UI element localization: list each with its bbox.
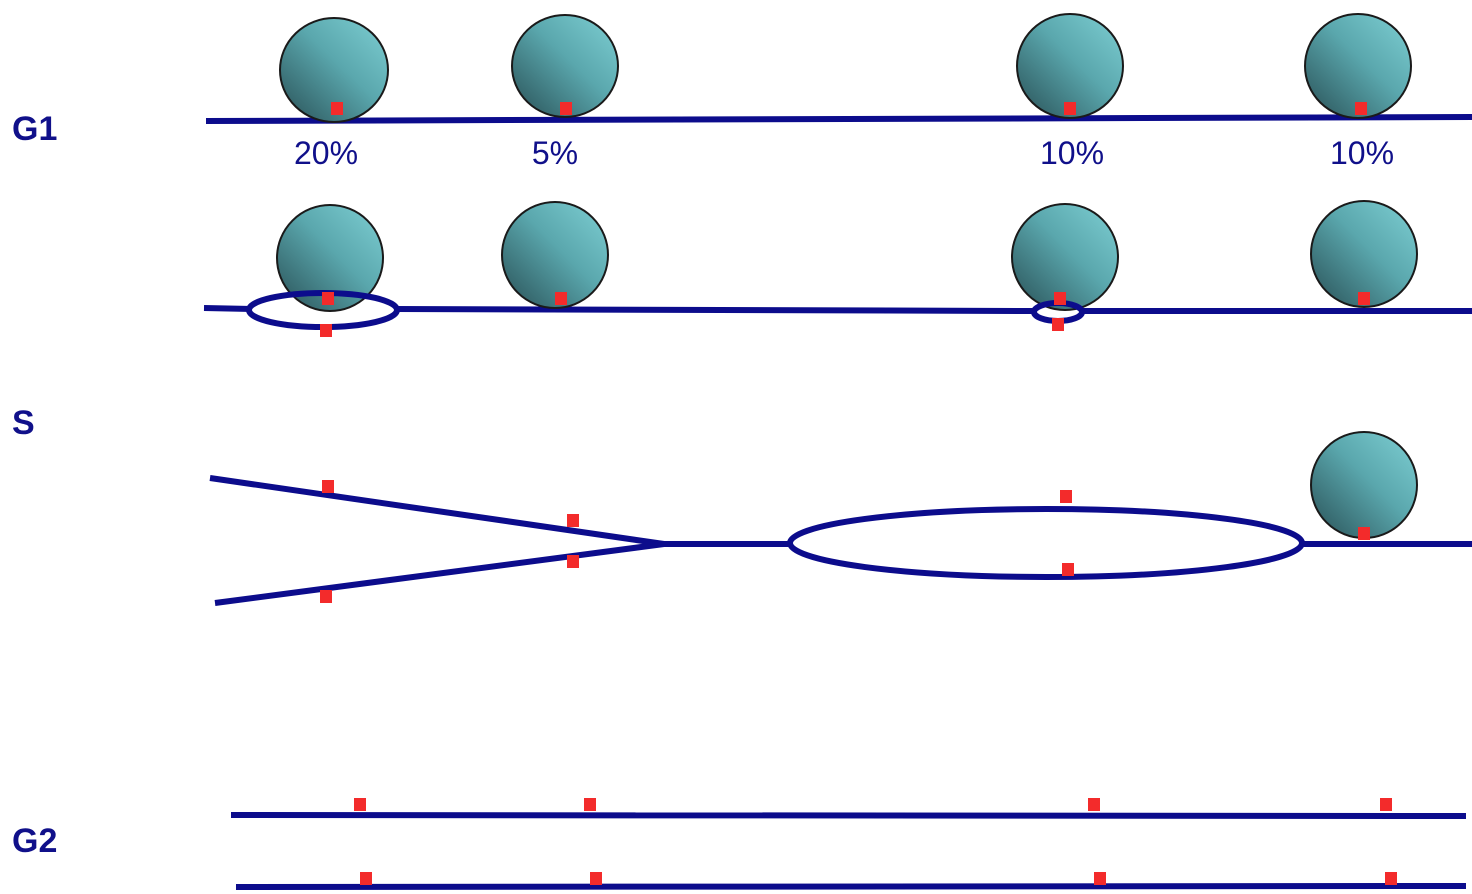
licensing-complex-icon <box>1304 13 1412 119</box>
origin-marker-icon <box>322 292 334 305</box>
origin-marker-icon <box>1088 798 1100 811</box>
dna-strand <box>230 812 1467 819</box>
origin-marker-icon <box>1094 872 1106 885</box>
origin-efficiency-label: 10% <box>1040 135 1104 171</box>
licensing-complex-icon <box>1310 200 1418 308</box>
licensing-complex-icon <box>276 204 384 312</box>
origin-marker-icon <box>1358 527 1370 540</box>
s-phase-row <box>209 431 1472 606</box>
origin-marker-icon <box>1355 102 1367 115</box>
phase-label-g2: G2 <box>12 822 57 860</box>
dna-strand <box>393 306 1035 314</box>
dna-strand <box>209 475 665 547</box>
origin-marker-icon <box>567 514 579 527</box>
licensing-complex-icon <box>511 14 619 118</box>
origin-marker-icon <box>1052 318 1064 331</box>
origin-marker-icon <box>360 872 372 885</box>
origin-marker-icon <box>1358 292 1370 305</box>
g1-row-licensed: 20% 5% 10% 10% <box>205 13 1472 171</box>
origin-marker-icon <box>320 590 332 603</box>
origin-marker-icon <box>590 872 602 885</box>
origin-marker-icon <box>567 555 579 568</box>
origin-marker-icon <box>1385 872 1397 885</box>
origin-marker-icon <box>354 798 366 811</box>
origin-efficiency-label: 5% <box>532 135 578 171</box>
replication-bubble <box>787 506 1305 580</box>
origin-marker-icon <box>331 102 343 115</box>
origin-marker-icon <box>1380 798 1392 811</box>
licensing-complex-icon <box>1011 203 1119 311</box>
g2-row <box>230 798 1467 890</box>
origin-marker-icon <box>584 798 596 811</box>
dna-strand <box>203 305 253 312</box>
dna-strand <box>214 541 665 606</box>
origin-marker-icon <box>555 292 567 305</box>
g1-row-firing <box>203 200 1472 337</box>
licensing-complex-icon <box>1310 431 1418 539</box>
licensing-complex-icon <box>501 201 609 309</box>
dna-strand <box>235 883 1467 890</box>
licensing-complex-icon <box>1016 13 1124 119</box>
origin-marker-icon <box>322 480 334 493</box>
phase-label-g1: G1 <box>12 110 57 148</box>
phase-label-s: S <box>12 404 35 442</box>
origin-efficiency-label: 20% <box>294 135 358 171</box>
origin-marker-icon <box>1062 563 1074 576</box>
origin-marker-icon <box>1060 490 1072 503</box>
dna-strand <box>205 114 1472 124</box>
origin-efficiency-label: 10% <box>1330 135 1394 171</box>
origin-marker-icon <box>560 102 572 115</box>
licensing-complex-icon <box>279 17 389 123</box>
origin-marker-icon <box>1064 102 1076 115</box>
origin-marker-icon <box>320 324 332 337</box>
origin-marker-icon <box>1054 292 1066 305</box>
